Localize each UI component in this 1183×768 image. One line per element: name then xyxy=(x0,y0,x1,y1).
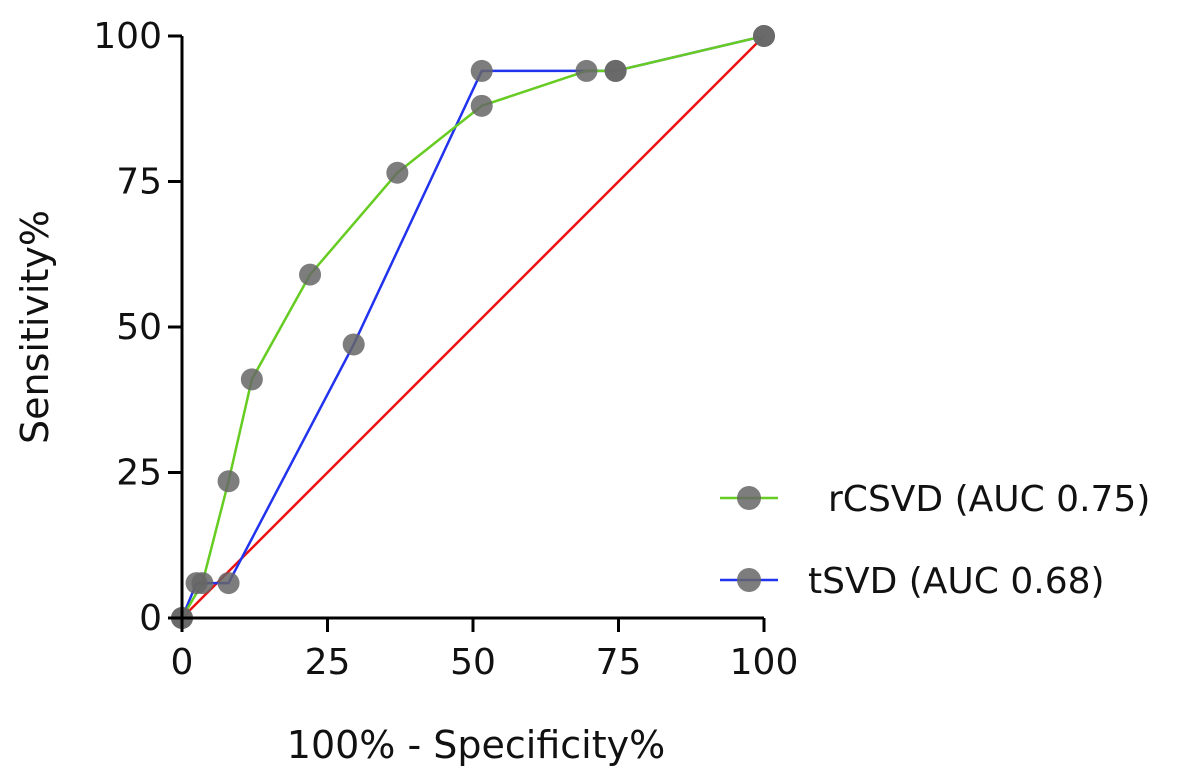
axes: 0 25 50 75 100 0 25 50 75 100 xyxy=(93,16,798,683)
data-point-tsvd xyxy=(217,572,240,595)
x-ticks: 0 25 50 75 100 xyxy=(171,618,799,683)
y-tick-label: 50 xyxy=(116,307,162,348)
y-tick-label: 25 xyxy=(116,453,162,494)
data-point-rcsvd xyxy=(299,263,322,286)
data-point-tsvd xyxy=(342,333,365,356)
x-tick-label: 25 xyxy=(305,642,351,683)
y-tick-label: 75 xyxy=(116,162,162,203)
reference-diagonal-line xyxy=(181,35,765,619)
series-lines xyxy=(180,34,765,619)
legend-item-tsvd: tSVD (AUC 0.68) xyxy=(720,561,1105,602)
x-tick-label: 0 xyxy=(171,642,194,683)
data-point-rcsvd xyxy=(217,470,240,493)
y-tick-label: 100 xyxy=(93,16,162,57)
x-tick-label: 100 xyxy=(730,642,799,683)
legend: rCSVD (AUC 0.75) tSVD (AUC 0.68) xyxy=(720,479,1150,602)
legend-label-rcsvd: rCSVD (AUC 0.75) xyxy=(828,479,1150,520)
legend-label-tsvd: tSVD (AUC 0.68) xyxy=(808,561,1105,602)
x-axis-title: 100% - Specificity% xyxy=(287,723,665,767)
data-point-rcsvd xyxy=(386,161,409,184)
series-line-rcsvd xyxy=(180,34,765,619)
x-tick-label: 75 xyxy=(596,642,642,683)
data-point-tsvd xyxy=(470,59,493,82)
legend-marker-tsvd xyxy=(737,568,761,592)
data-point-tsvd xyxy=(604,59,627,82)
data-point-tsvd xyxy=(753,25,775,47)
data-point-rcsvd xyxy=(240,368,263,391)
x-tick-label: 50 xyxy=(450,642,496,683)
y-ticks: 0 25 50 75 100 xyxy=(93,16,182,639)
y-axis-title: Sensitivity% xyxy=(13,210,57,444)
y-tick-label: 0 xyxy=(139,598,162,639)
data-point-tsvd xyxy=(185,572,208,595)
legend-marker-rcsvd xyxy=(737,486,761,510)
series-markers xyxy=(171,25,775,629)
data-point-rcsvd xyxy=(575,59,598,82)
data-point-rcsvd xyxy=(470,94,493,117)
legend-item-rcsvd: rCSVD (AUC 0.75) xyxy=(720,479,1150,520)
